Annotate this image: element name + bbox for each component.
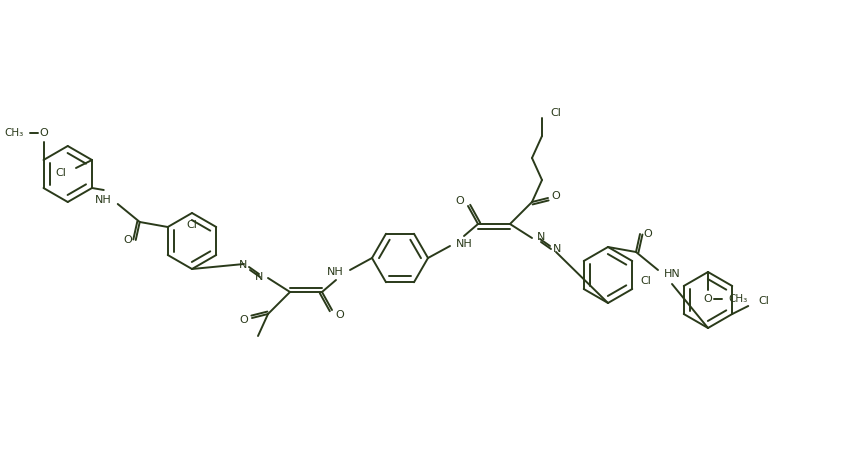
Text: Cl: Cl [549, 108, 560, 118]
Text: Cl: Cl [55, 168, 66, 178]
Text: O: O [643, 229, 652, 239]
Text: Cl: Cl [640, 276, 650, 286]
Text: O: O [551, 191, 560, 201]
Text: Cl: Cl [186, 220, 197, 230]
Text: O: O [240, 315, 248, 325]
Text: NH: NH [327, 267, 344, 277]
Text: NH: NH [456, 239, 473, 249]
Text: N: N [238, 260, 247, 270]
Text: O: O [39, 128, 48, 138]
Text: HN: HN [664, 269, 680, 279]
Text: NH: NH [95, 195, 112, 205]
Text: N: N [537, 232, 545, 242]
Text: O: O [456, 196, 464, 206]
Text: CH₃: CH₃ [727, 294, 746, 304]
Text: N: N [254, 272, 263, 282]
Text: O: O [123, 235, 132, 245]
Text: CH₃: CH₃ [4, 128, 24, 138]
Text: N: N [553, 244, 560, 254]
Text: O: O [335, 310, 344, 320]
Text: O: O [703, 294, 711, 304]
Text: Cl: Cl [757, 296, 769, 306]
